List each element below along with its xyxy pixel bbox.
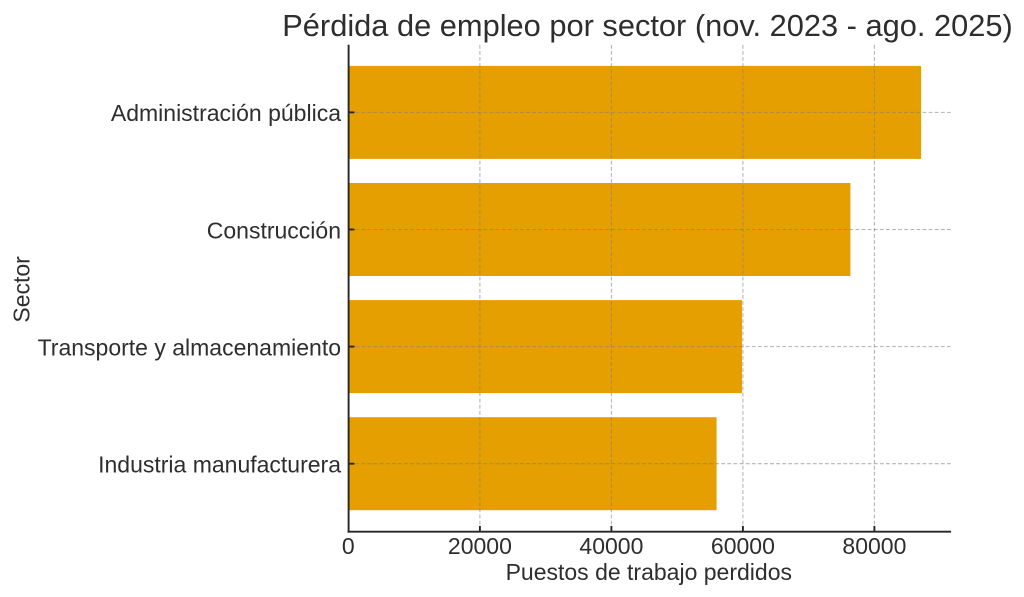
svg-text:40000: 40000 [579, 533, 643, 559]
svg-text:20000: 20000 [448, 533, 512, 559]
svg-text:60000: 60000 [711, 533, 775, 559]
svg-text:0: 0 [342, 533, 355, 559]
svg-text:Construcción: Construcción [207, 217, 341, 243]
svg-text:Administración pública: Administración pública [111, 100, 341, 126]
svg-text:Industria manufacturera: Industria manufacturera [98, 452, 341, 478]
svg-text:Sector: Sector [9, 256, 35, 323]
svg-text:Pérdida de empleo por sector (: Pérdida de empleo por sector (nov. 2023 … [282, 8, 1012, 43]
svg-text:Puestos de trabajo perdidos: Puestos de trabajo perdidos [506, 559, 792, 585]
svg-text:Transporte y almacenamiento: Transporte y almacenamiento [38, 334, 341, 360]
svg-text:80000: 80000 [842, 533, 906, 559]
